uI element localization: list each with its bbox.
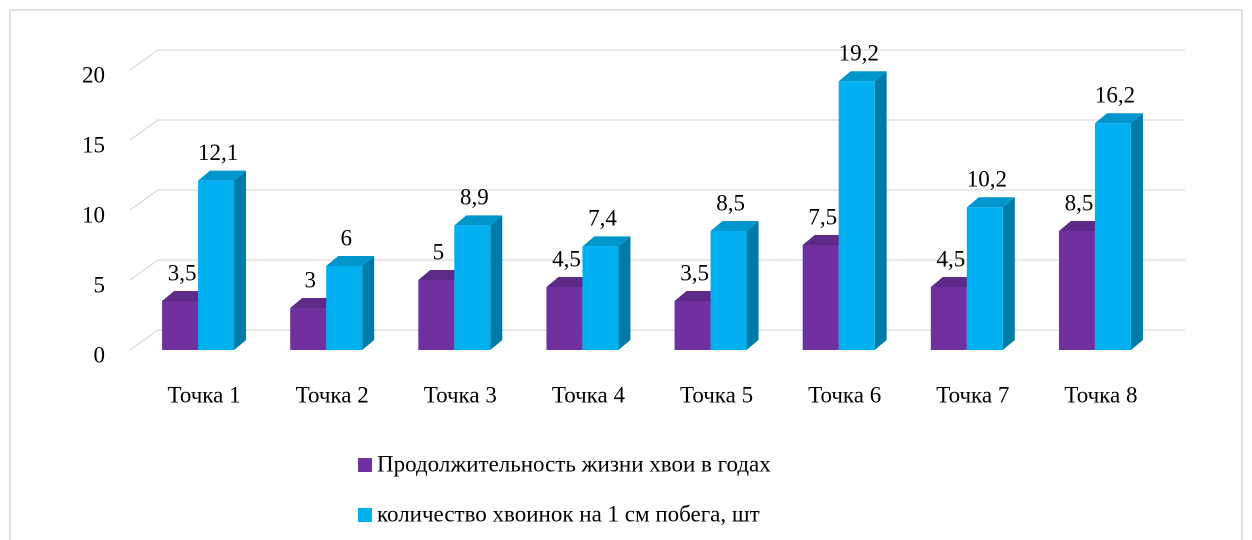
value-label: 12,1 <box>198 140 238 165</box>
bar-face <box>326 266 363 350</box>
bar-face <box>290 308 327 350</box>
bar-face <box>362 256 375 350</box>
value-label: 3,5 <box>168 260 197 285</box>
bar-face <box>582 246 619 350</box>
y-tick-label: 15 <box>82 132 105 157</box>
bar <box>838 71 887 350</box>
bar-face <box>874 71 887 350</box>
bar <box>710 221 759 350</box>
bar-face <box>1130 113 1143 350</box>
bar-face <box>454 225 491 350</box>
value-label: 19,2 <box>839 40 879 65</box>
bar-face <box>454 215 503 226</box>
x-tick-label: Точка 8 <box>1064 382 1137 407</box>
bar-face <box>198 170 247 181</box>
bar-face <box>966 207 1003 350</box>
bar-face <box>582 236 631 247</box>
bar-face <box>930 287 967 350</box>
bar-face <box>618 236 631 350</box>
bar <box>1094 113 1143 350</box>
x-tick-label: Точка 6 <box>808 382 881 407</box>
y-tick-label: 20 <box>82 62 105 87</box>
grid-line <box>129 49 1185 71</box>
bar <box>582 236 631 350</box>
bar <box>454 215 503 350</box>
value-label: 5 <box>433 239 445 264</box>
bar-face <box>490 215 503 350</box>
value-label: 8,9 <box>460 185 489 210</box>
y-tick-label: 10 <box>82 202 105 227</box>
value-label: 7,5 <box>808 204 837 229</box>
value-label: 7,4 <box>588 206 617 231</box>
bar-face <box>1094 123 1131 350</box>
bar-face <box>162 301 199 350</box>
bar <box>326 256 375 350</box>
bar <box>198 170 247 350</box>
bar-face <box>418 280 455 350</box>
value-label: 4,5 <box>552 246 581 271</box>
x-tick-label: Точка 1 <box>168 382 241 407</box>
bar-face <box>802 245 839 350</box>
legend-label: количество хвоинок на 1 см побега, шт <box>377 501 760 526</box>
value-label: 8,5 <box>1065 190 1094 215</box>
bar-face <box>546 287 583 350</box>
bar-face <box>966 197 1015 208</box>
value-label: 6 <box>340 225 352 250</box>
bar <box>966 197 1015 350</box>
legend-swatch <box>358 508 372 522</box>
value-label: 3 <box>304 267 316 292</box>
x-tick-label: Точка 4 <box>552 382 626 407</box>
bar-face <box>1002 197 1015 350</box>
value-label: 10,2 <box>967 166 1007 191</box>
bar-face <box>1094 113 1143 124</box>
value-label: 8,5 <box>716 190 745 215</box>
bar-face <box>746 221 759 350</box>
bar-face <box>234 170 247 350</box>
bar-face <box>326 256 375 266</box>
x-tick-label: Точка 2 <box>296 382 369 407</box>
bar-face <box>674 301 711 350</box>
value-label: 4,5 <box>936 246 965 271</box>
y-tick-label: 0 <box>94 342 106 367</box>
bar-face <box>1058 231 1095 350</box>
bar-face <box>710 231 747 350</box>
x-tick-label: Точка 7 <box>936 382 1009 407</box>
y-tick-label: 5 <box>94 272 106 297</box>
bar-face <box>710 221 759 231</box>
bar-face <box>838 81 875 350</box>
value-label: 16,2 <box>1095 82 1135 107</box>
x-tick-label: Точка 3 <box>424 382 497 407</box>
value-label: 3,5 <box>680 260 709 285</box>
x-tick-label: Точка 5 <box>680 382 753 407</box>
bar-face <box>838 71 887 82</box>
legend-label: Продолжительность жизни хвои в годах <box>377 451 771 476</box>
legend-swatch <box>358 458 372 472</box>
bar-face <box>198 180 235 350</box>
